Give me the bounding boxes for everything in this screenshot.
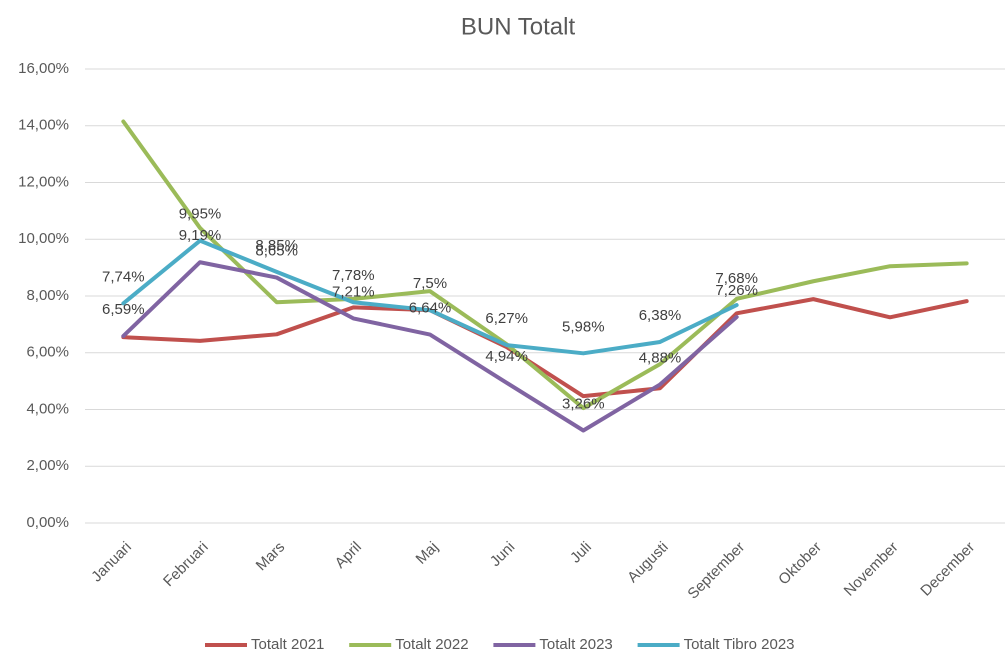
series-line — [121, 297, 969, 399]
series-line — [121, 260, 739, 433]
data-label: 6,38% — [639, 307, 682, 324]
legend-label: Totalt 2022 — [395, 636, 468, 653]
data-label: 7,5% — [413, 275, 447, 292]
chart-title: BUN Totalt — [461, 13, 576, 40]
data-label: 7,26% — [715, 282, 758, 299]
y-tick-label: 8,00% — [26, 287, 69, 304]
y-tick-label: 4,00% — [26, 400, 69, 417]
x-tick-label: Oktober — [775, 539, 825, 589]
x-tick-label: Juli — [567, 539, 595, 567]
series-line — [121, 238, 739, 356]
data-label: 4,88% — [639, 349, 682, 366]
x-tick-label: Maj — [413, 539, 442, 568]
x-tick-label: Februari — [160, 539, 212, 591]
x-tick-label: September — [684, 539, 748, 603]
y-tick-label: 2,00% — [26, 457, 69, 474]
legend-label: Totalt 2021 — [251, 636, 324, 653]
data-label: 9,19% — [179, 227, 222, 244]
data-label: 6,59% — [102, 301, 145, 318]
y-tick-label: 6,00% — [26, 344, 69, 361]
data-label: 6,27% — [485, 310, 528, 327]
data-label: 8,65% — [255, 243, 298, 260]
y-tick-label: 12,00% — [18, 173, 69, 190]
y-tick-label: 0,00% — [26, 514, 69, 531]
data-label: 3,26% — [562, 395, 605, 412]
x-tick-label: Augusti — [624, 539, 671, 586]
data-label: 5,98% — [562, 318, 605, 335]
y-tick-label: 10,00% — [18, 230, 69, 247]
y-tick-label: 14,00% — [18, 117, 69, 134]
legend-label: Totalt 2023 — [539, 636, 612, 653]
x-tick-label: Januari — [88, 539, 135, 586]
y-tick-label: 16,00% — [18, 60, 69, 77]
data-label: 7,74% — [102, 268, 145, 285]
series-line — [121, 119, 969, 411]
data-label: 9,95% — [179, 206, 222, 223]
x-tick-label: April — [332, 539, 365, 572]
x-tick-label: December — [917, 539, 978, 600]
data-label: 4,94% — [485, 348, 528, 365]
data-label: 7,68% — [715, 270, 758, 287]
x-tick-label: Juni — [487, 539, 518, 570]
data-label: 8,85% — [255, 237, 298, 254]
data-label: 7,21% — [332, 283, 375, 300]
data-label: 7,78% — [332, 267, 375, 284]
x-tick-label: November — [841, 539, 902, 600]
legend-label: Totalt Tibro 2023 — [684, 636, 795, 653]
x-tick-label: Mars — [253, 539, 289, 575]
data-label: 6,64% — [409, 300, 452, 317]
